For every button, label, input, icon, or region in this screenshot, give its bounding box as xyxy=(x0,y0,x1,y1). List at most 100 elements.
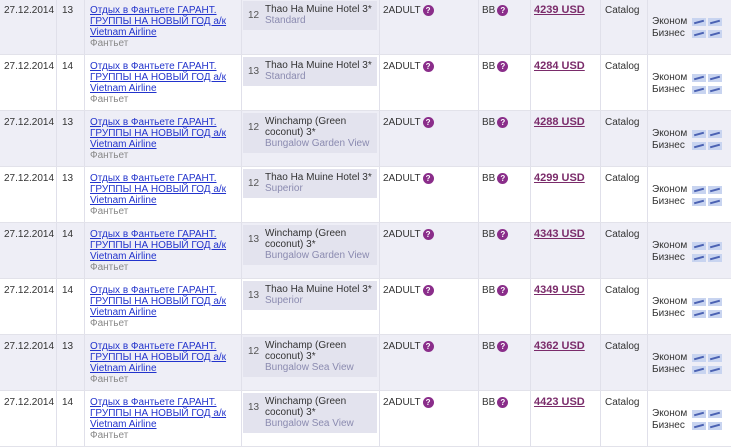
plane-icon[interactable] xyxy=(692,366,706,374)
flight-class-business: Бизнес xyxy=(652,252,685,263)
plane-icon[interactable] xyxy=(708,422,722,430)
tour-link[interactable]: Отдых в Фантьете ГАРАНТ. ГРУППЫ НА НОВЫЙ… xyxy=(90,5,227,38)
source: Catalog xyxy=(605,5,640,16)
tour-link[interactable]: Отдых в Фантьете ГАРАНТ. ГРУППЫ НА НОВЫЙ… xyxy=(90,341,227,374)
hotel-nights: 13 xyxy=(248,66,260,77)
info-icon[interactable]: ? xyxy=(422,117,434,128)
plane-icon[interactable] xyxy=(692,86,706,94)
flight-class-business: Бизнес xyxy=(652,364,685,375)
plane-icon[interactable] xyxy=(708,130,722,138)
info-icon[interactable]: ? xyxy=(497,173,509,184)
plane-icon[interactable] xyxy=(692,410,706,418)
info-icon[interactable]: ? xyxy=(422,173,434,184)
plane-icon[interactable] xyxy=(692,310,706,318)
info-icon[interactable]: ? xyxy=(422,229,434,240)
info-icon[interactable]: ? xyxy=(497,5,509,16)
plane-icon[interactable] xyxy=(692,18,706,26)
info-icon[interactable]: ? xyxy=(422,285,434,296)
plane-icon[interactable] xyxy=(692,422,706,430)
plane-icon[interactable] xyxy=(692,74,706,82)
price-link[interactable]: 4343 USD xyxy=(534,228,585,240)
room-type: Superior xyxy=(265,183,303,194)
city: Фантьет xyxy=(90,430,129,441)
plane-icon[interactable] xyxy=(708,142,722,150)
meal: BB? xyxy=(482,117,509,128)
plane-icon[interactable] xyxy=(692,242,706,250)
meal-text: BB xyxy=(482,285,496,297)
tour-link[interactable]: Отдых в Фантьете ГАРАНТ. ГРУППЫ НА НОВЫЙ… xyxy=(90,397,227,430)
flight-classes: Эконом Бизнес xyxy=(652,296,724,320)
price-link[interactable]: 4299 USD xyxy=(534,172,585,184)
accommodation-text: 2ADULT xyxy=(383,173,421,185)
hotel-name: Thao Ha Muine Hotel 3* xyxy=(265,172,372,183)
hotel-name: Winchamp (Green coconut) 3* xyxy=(265,228,347,250)
flight-class-economy: Эконом xyxy=(652,240,688,251)
info-icon[interactable]: ? xyxy=(497,117,509,128)
plane-icon[interactable] xyxy=(692,254,706,262)
date: 27.12.2014 xyxy=(4,397,55,408)
info-icon[interactable]: ? xyxy=(422,341,434,352)
plane-icon[interactable] xyxy=(708,354,722,362)
info-icon[interactable]: ? xyxy=(497,229,509,240)
tour-link[interactable]: Отдых в Фантьете ГАРАНТ. ГРУППЫ НА НОВЫЙ… xyxy=(90,229,227,262)
price-link[interactable]: 4423 USD xyxy=(534,396,585,408)
plane-icon[interactable] xyxy=(708,18,722,26)
price-link[interactable]: 4284 USD xyxy=(534,60,585,72)
plane-icon[interactable] xyxy=(708,410,722,418)
city: Фантьет xyxy=(90,206,129,217)
flight-class-economy: Эконом xyxy=(652,16,688,27)
tour-link[interactable]: Отдых в Фантьете ГАРАНТ. ГРУППЫ НА НОВЫЙ… xyxy=(90,61,227,94)
info-icon[interactable]: ? xyxy=(497,285,509,296)
plane-icon[interactable] xyxy=(692,30,706,38)
price-link[interactable]: 4288 USD xyxy=(534,116,585,128)
price-link[interactable]: 4349 USD xyxy=(534,284,585,296)
plane-icon[interactable] xyxy=(708,298,722,306)
plane-icon[interactable] xyxy=(692,198,706,206)
tour-cell: Отдых в Фантьете ГАРАНТ. ГРУППЫ НА НОВЫЙ… xyxy=(90,341,240,385)
meal: BB? xyxy=(482,229,509,240)
flight-classes: Эконом Бизнес xyxy=(652,128,724,152)
accommodation: 2ADULT? xyxy=(383,117,434,128)
price-link[interactable]: 4239 USD xyxy=(534,4,585,16)
info-icon[interactable]: ? xyxy=(422,5,434,16)
tour-link[interactable]: Отдых в Фантьете ГАРАНТ. ГРУППЫ НА НОВЫЙ… xyxy=(90,285,227,318)
info-icon[interactable]: ? xyxy=(422,61,434,72)
plane-icon[interactable] xyxy=(692,142,706,150)
plane-icon[interactable] xyxy=(708,242,722,250)
tour-cell: Отдых в Фантьете ГАРАНТ. ГРУППЫ НА НОВЫЙ… xyxy=(90,397,240,441)
nights: 14 xyxy=(62,61,74,72)
flight-class-economy: Эконом xyxy=(652,408,688,419)
plane-icon[interactable] xyxy=(708,366,722,374)
info-icon[interactable]: ? xyxy=(497,61,509,72)
tour-cell: Отдых в Фантьете ГАРАНТ. ГРУППЫ НА НОВЫЙ… xyxy=(90,117,240,161)
price: 4423 USD xyxy=(534,397,585,408)
info-icon[interactable]: ? xyxy=(497,397,509,408)
plane-icon[interactable] xyxy=(692,130,706,138)
plane-icon[interactable] xyxy=(708,198,722,206)
plane-icon[interactable] xyxy=(708,186,722,194)
plane-icon[interactable] xyxy=(708,310,722,318)
plane-icon[interactable] xyxy=(692,354,706,362)
meal: BB? xyxy=(482,397,509,409)
plane-icon[interactable] xyxy=(708,86,722,94)
flight-classes: Эконом Бизнес xyxy=(652,240,724,264)
info-icon[interactable]: ? xyxy=(422,397,434,408)
meal: BB? xyxy=(482,285,509,297)
price-link[interactable]: 4362 USD xyxy=(534,340,585,352)
plane-icon[interactable] xyxy=(708,30,722,38)
plane-icon[interactable] xyxy=(708,74,722,82)
meal-text: BB xyxy=(482,397,496,409)
tour-link[interactable]: Отдых в Фантьете ГАРАНТ. ГРУППЫ НА НОВЫЙ… xyxy=(90,117,227,150)
plane-icon[interactable] xyxy=(708,254,722,262)
plane-icon[interactable] xyxy=(692,186,706,194)
table-row: 27.12.2014 13 Отдых в Фантьете ГАРАНТ. Г… xyxy=(0,0,731,55)
info-icon[interactable]: ? xyxy=(497,341,509,352)
tour-link[interactable]: Отдых в Фантьете ГАРАНТ. ГРУППЫ НА НОВЫЙ… xyxy=(90,173,227,206)
flight-class-economy: Эконом xyxy=(652,72,688,83)
flight-classes: Эконом Бизнес xyxy=(652,184,724,208)
source: Catalog xyxy=(605,341,640,352)
price: 4349 USD xyxy=(534,285,585,296)
hotel-cell: 12 Winchamp (Green coconut) 3* Bungalow … xyxy=(243,337,377,377)
accommodation: 2ADULT? xyxy=(383,285,434,296)
plane-icon[interactable] xyxy=(692,298,706,306)
